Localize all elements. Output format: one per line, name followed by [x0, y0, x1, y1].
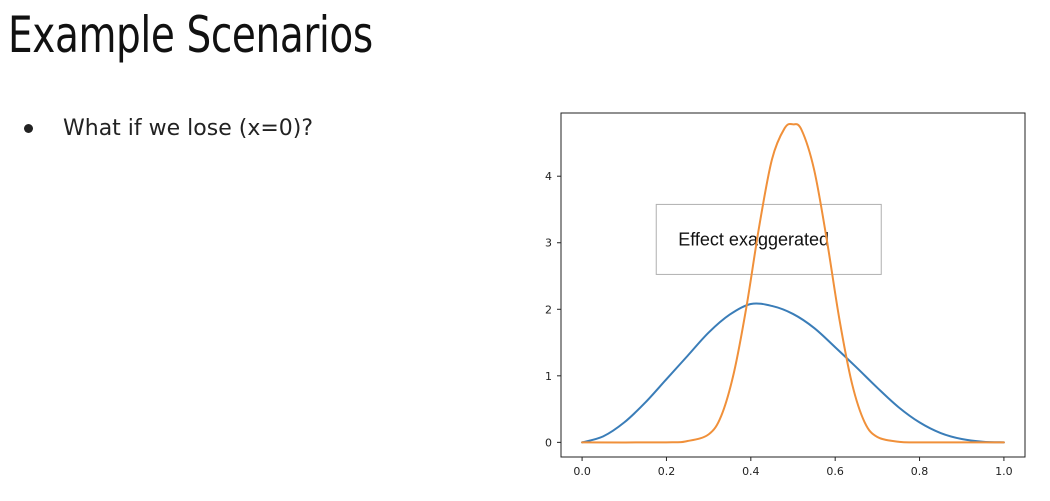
bullet-text: What if we lose (x=0)? — [63, 116, 314, 141]
bullet-dot — [24, 124, 33, 133]
series-line-2 — [581, 122, 1005, 444]
series-line-1 — [581, 302, 1005, 444]
y-tick-label: 4 — [545, 170, 552, 183]
x-tick-label: 1.0 — [995, 465, 1013, 478]
plot-frame — [560, 112, 1026, 458]
y-tick-label: 1 — [545, 370, 552, 383]
slide-title: Example Scenarios — [8, 6, 373, 64]
x-tick-label: 0.0 — [573, 465, 591, 478]
y-tick-label: 2 — [545, 303, 552, 316]
bullet-item: What if we lose (x=0)? — [24, 116, 313, 141]
y-tick-label: 3 — [545, 237, 552, 250]
x-tick-label: 0.4 — [742, 465, 760, 478]
x-tick-label: 0.6 — [826, 465, 844, 478]
x-tick-label: 0.2 — [658, 465, 676, 478]
x-tick-label: 0.8 — [911, 465, 929, 478]
annotation-box — [655, 203, 882, 275]
y-tick-label: 0 — [545, 436, 552, 449]
annotation-text: Effect exaggerated — [678, 229, 829, 249]
